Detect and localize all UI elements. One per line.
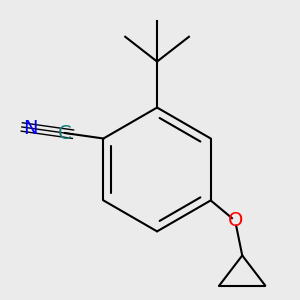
Text: O: O xyxy=(227,211,243,230)
Text: C: C xyxy=(58,124,72,142)
Text: N: N xyxy=(22,118,37,138)
